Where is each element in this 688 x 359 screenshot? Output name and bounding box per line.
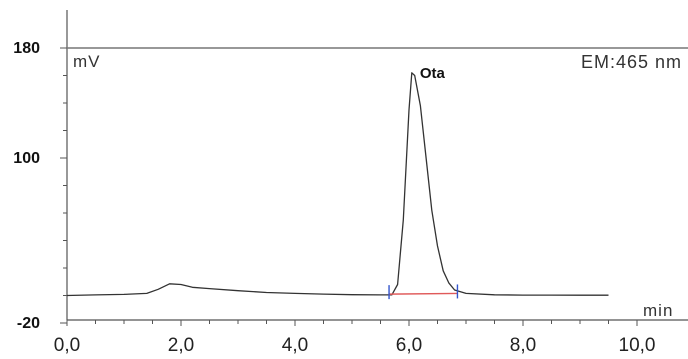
y-tick-label: -20: [17, 315, 40, 332]
peak-label: Ota: [420, 65, 446, 82]
annotations: Ota: [388, 65, 459, 300]
x-axis-unit-label: min: [643, 301, 673, 320]
x-tick-label: 10,0: [619, 335, 656, 356]
y-axis-unit-label: mV: [73, 52, 101, 71]
series-group: [66, 72, 609, 297]
y-tick-label: 100: [13, 150, 40, 167]
x-tick-label: 4,0: [282, 335, 308, 356]
x-tick-label: 8,0: [510, 335, 536, 356]
y-tick-labels: -20 100 180: [13, 40, 40, 332]
detector-label: EM:465 nm: [581, 52, 682, 72]
x-tick-label: 2,0: [168, 335, 194, 356]
tick-marks: [60, 47, 638, 326]
x-tick-label: 6,0: [396, 335, 422, 356]
x-tick-labels: 0,0 2,0 4,0 6,0 8,0 10,0: [54, 335, 656, 356]
y-tick-label: 180: [13, 40, 40, 57]
series-line: [66, 72, 609, 297]
integration-baseline: [389, 292, 458, 295]
x-tick-label: 0,0: [54, 335, 80, 356]
